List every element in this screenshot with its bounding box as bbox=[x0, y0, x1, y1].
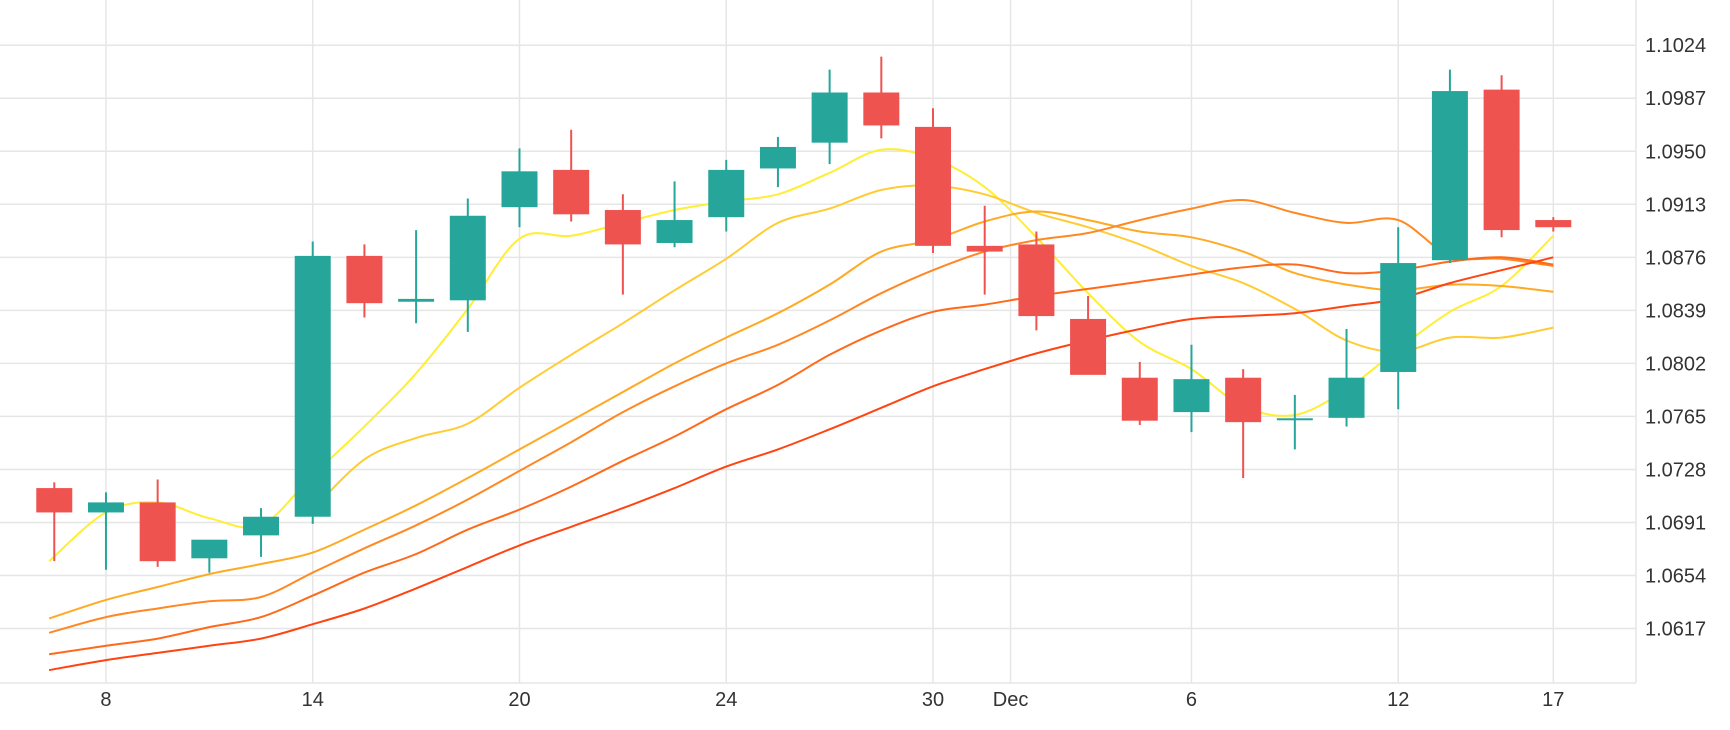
candle-body bbox=[449, 215, 486, 301]
candle bbox=[243, 508, 280, 557]
x-tick-label: 30 bbox=[922, 689, 944, 711]
candle-body bbox=[1018, 244, 1055, 317]
candle bbox=[1018, 231, 1055, 331]
y-tick-label: 1.0987 bbox=[1645, 88, 1706, 110]
y-tick-label: 1.0876 bbox=[1645, 247, 1706, 269]
candle-body bbox=[1380, 263, 1417, 372]
candle-body bbox=[656, 220, 693, 243]
candle bbox=[863, 56, 900, 139]
candle-body bbox=[915, 126, 952, 246]
y-tick-label: 1.0802 bbox=[1645, 353, 1706, 375]
candle-body bbox=[294, 255, 331, 517]
candles bbox=[36, 56, 1572, 573]
candle-body bbox=[1121, 377, 1158, 421]
candle bbox=[1070, 296, 1107, 375]
candle bbox=[966, 205, 1003, 295]
candle bbox=[1276, 394, 1313, 450]
candle bbox=[87, 492, 124, 570]
candle bbox=[1328, 328, 1365, 427]
y-tick-label: 1.0765 bbox=[1645, 406, 1706, 428]
candle-body bbox=[501, 171, 538, 208]
candle-body bbox=[811, 92, 848, 143]
x-tick-label: 24 bbox=[715, 689, 737, 711]
candle bbox=[656, 181, 693, 248]
candle-body bbox=[553, 169, 590, 215]
candle-body bbox=[139, 502, 176, 562]
candle bbox=[1225, 369, 1262, 479]
candle bbox=[1380, 227, 1417, 410]
y-axis: 1.1024 1.0987 1.0950 1.0913 1.0876 1.0839 1.08… bbox=[1645, 35, 1706, 640]
y-tick-label: 1.0654 bbox=[1645, 566, 1706, 588]
candle bbox=[191, 539, 228, 573]
x-axis: 8 14 20 24 30 Dec 6 12 17 bbox=[100, 689, 1564, 711]
y-tick-label: 1.0691 bbox=[1645, 512, 1706, 534]
moving-average-line bbox=[48, 148, 1554, 562]
candle-body bbox=[1535, 220, 1572, 228]
moving-average-line bbox=[48, 210, 1554, 620]
candle bbox=[1535, 217, 1572, 232]
candle bbox=[449, 198, 486, 332]
candle-body bbox=[863, 92, 900, 126]
candle bbox=[346, 244, 383, 318]
candle bbox=[604, 194, 641, 295]
candle-body bbox=[87, 502, 124, 513]
moving-average-lines bbox=[48, 148, 1554, 672]
candle bbox=[1431, 69, 1468, 264]
candle bbox=[759, 136, 796, 188]
candle-body bbox=[1276, 418, 1313, 421]
candle-body bbox=[191, 539, 228, 559]
y-tick-label: 1.1024 bbox=[1645, 35, 1706, 57]
candle bbox=[708, 159, 745, 232]
x-tick-label: Dec bbox=[993, 689, 1029, 711]
candle-body bbox=[1070, 318, 1107, 375]
candle bbox=[294, 241, 331, 524]
y-tick-label: 1.0617 bbox=[1645, 619, 1706, 641]
x-tick-label: 8 bbox=[100, 689, 111, 711]
x-tick-label: 12 bbox=[1387, 689, 1409, 711]
y-tick-label: 1.0913 bbox=[1645, 194, 1706, 216]
candle-body bbox=[759, 146, 796, 169]
candle-body bbox=[966, 245, 1003, 252]
y-tick-label: 1.0839 bbox=[1645, 300, 1706, 322]
x-tick-label: 17 bbox=[1542, 689, 1564, 711]
candle bbox=[553, 129, 590, 222]
candle bbox=[1173, 344, 1210, 433]
candle-body bbox=[346, 255, 383, 304]
candle bbox=[139, 479, 176, 567]
candle-body bbox=[708, 169, 745, 218]
candle bbox=[398, 230, 435, 324]
candle bbox=[915, 108, 952, 254]
candle bbox=[1483, 75, 1520, 238]
candle-body bbox=[1225, 377, 1262, 423]
x-tick-label: 6 bbox=[1186, 689, 1197, 711]
candle-body bbox=[1173, 379, 1210, 413]
candle-body bbox=[36, 488, 73, 513]
candle-body bbox=[398, 298, 435, 302]
y-tick-label: 1.0728 bbox=[1645, 459, 1706, 481]
candle-body bbox=[1483, 89, 1520, 231]
x-tick-label: 20 bbox=[508, 689, 530, 711]
y-tick-label: 1.0950 bbox=[1645, 141, 1706, 163]
candle-body bbox=[1328, 377, 1365, 418]
candle bbox=[36, 482, 73, 562]
candle bbox=[811, 69, 848, 165]
candle-body bbox=[604, 210, 641, 245]
moving-average-line bbox=[48, 256, 1554, 672]
moving-average-line bbox=[48, 198, 1554, 634]
moving-average-line bbox=[48, 256, 1554, 656]
x-tick-label: 14 bbox=[302, 689, 324, 711]
candle-body bbox=[1431, 91, 1468, 261]
candle bbox=[1121, 361, 1158, 426]
candle-body bbox=[243, 516, 280, 536]
candle bbox=[501, 148, 538, 228]
